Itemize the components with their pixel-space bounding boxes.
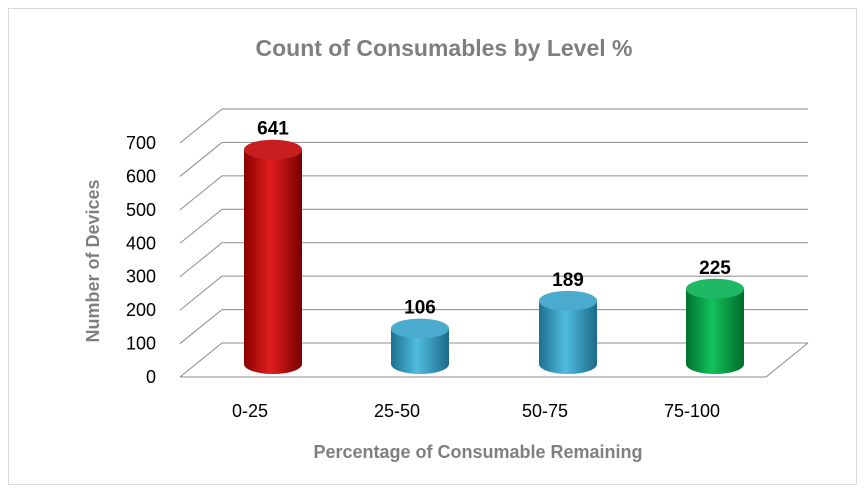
- bar-75-100: 225: [686, 258, 744, 374]
- x-tick-label: 50-75: [522, 401, 568, 421]
- x-tick-label: 75-100: [664, 401, 720, 421]
- bar-top: [686, 278, 744, 299]
- x-axis-ticks: 0-25 25-50 50-75 75-100: [232, 401, 720, 421]
- bar-top-highlight: [686, 278, 744, 299]
- y-tick-label: 400: [126, 233, 156, 253]
- bar-body: [244, 149, 302, 374]
- gridline: [179, 309, 808, 344]
- bar-body: [686, 288, 744, 374]
- y-axis-ticks: 0 100 200 300 400 500 600 700: [126, 133, 156, 387]
- y-tick-label: 200: [126, 300, 156, 320]
- data-label: 641: [257, 119, 289, 140]
- bar-0-25: 641: [244, 119, 302, 374]
- floor-edge: [180, 342, 809, 378]
- x-tick-label: 0-25: [232, 401, 268, 421]
- bar-top-highlight: [391, 318, 449, 339]
- gridline: [179, 141, 808, 177]
- bar-top-highlight: [539, 290, 597, 311]
- bar-body: [391, 328, 449, 374]
- data-label: 189: [552, 270, 584, 291]
- bar-top: [244, 139, 302, 160]
- gridline: [179, 275, 808, 311]
- y-tick-label: 600: [126, 166, 156, 186]
- x-axis-title: Percentage of Consumable Remaining: [313, 442, 642, 462]
- gridline: [179, 208, 808, 244]
- chart-title: Count of Consumables by Level %: [256, 35, 633, 61]
- bars: 641 106 189 225: [244, 119, 744, 374]
- y-tick-label: 500: [126, 200, 156, 220]
- y-tick-label: 0: [146, 367, 156, 387]
- gridline: [179, 342, 808, 378]
- bar-top-highlight: [244, 139, 302, 160]
- gridline: [179, 242, 808, 278]
- gridline: [179, 108, 808, 144]
- y-tick-label: 300: [126, 267, 156, 287]
- gridline: [179, 175, 808, 211]
- chart-frame: [8, 8, 857, 485]
- data-label: 225: [699, 258, 731, 279]
- y-tick-label: 100: [126, 334, 156, 354]
- y-tick-label: 700: [126, 133, 156, 153]
- y-axis-title: Number of Devices: [83, 179, 103, 342]
- x-tick-label: 25-50: [374, 401, 420, 421]
- bar-25-50: 106: [391, 298, 449, 374]
- data-label: 106: [404, 298, 436, 319]
- bar-50-75: 189: [539, 270, 597, 374]
- bar-top: [391, 318, 449, 339]
- bar-top: [539, 290, 597, 311]
- gridlines: [179, 108, 809, 378]
- bar-body: [539, 300, 597, 374]
